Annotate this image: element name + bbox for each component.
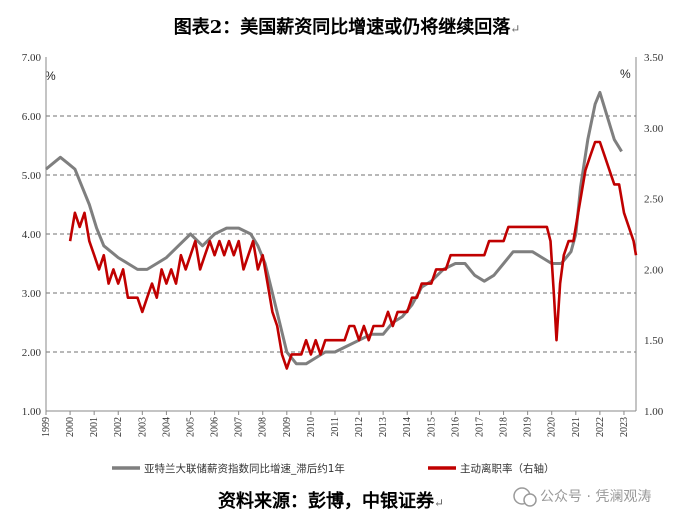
gridlines bbox=[46, 115, 636, 353]
x-tick-label: 2013 bbox=[378, 417, 389, 437]
x-tick-label: 2022 bbox=[595, 417, 606, 437]
x-tick-label: 2001 bbox=[89, 417, 100, 437]
x-tick-label: 2008 bbox=[258, 417, 269, 437]
source-note: 资料来源：彭博，中银证券↵ bbox=[218, 490, 444, 512]
x-tick-label: 2010 bbox=[306, 417, 317, 437]
x-tick-label: 2016 bbox=[450, 417, 461, 437]
x-tick-label: 2007 bbox=[234, 417, 245, 437]
left-tick-label: 5.00 bbox=[22, 170, 42, 182]
left-axis-ticks: 1.00 2.00 3.00 4.00 5.00 6.00 7.00 bbox=[22, 52, 42, 418]
x-tick-label: 2011 bbox=[330, 417, 341, 437]
x-tick-label: 2000 bbox=[65, 417, 76, 437]
left-tick-label: 3.00 bbox=[22, 288, 42, 300]
x-tick-label: 2019 bbox=[523, 417, 534, 437]
right-tick-label: 3.00 bbox=[644, 123, 664, 135]
right-tick-label: 1.00 bbox=[644, 406, 664, 418]
legend-label-quit-rate: 主动离职率（右轴） bbox=[460, 462, 555, 475]
right-tick-label: 2.50 bbox=[644, 194, 664, 206]
x-tick-label: 2018 bbox=[499, 417, 510, 437]
right-axis-unit: % bbox=[620, 67, 631, 81]
x-tick-label: 1999 bbox=[41, 417, 52, 437]
legend: 亚特兰大联储薪资指数同比增速_滞后约1年 主动离职率（右轴） bbox=[112, 462, 555, 475]
left-tick-label: 2.00 bbox=[22, 347, 42, 359]
x-tick-label: 2017 bbox=[474, 417, 485, 437]
series-line-quit-rate bbox=[68, 140, 638, 370]
right-tick-label: 3.50 bbox=[644, 52, 664, 64]
watermark-text: 公众号 · 凭澜观涛 bbox=[540, 489, 651, 505]
left-tick-label: 6.00 bbox=[22, 111, 42, 123]
right-tick-label: 2.00 bbox=[644, 264, 664, 276]
x-tick-label: 2012 bbox=[354, 417, 365, 437]
x-tick-label: 2020 bbox=[547, 417, 558, 437]
right-tick-label: 1.50 bbox=[644, 335, 664, 347]
left-tick-label: 7.00 bbox=[22, 52, 42, 64]
x-tick-label: 2014 bbox=[402, 417, 413, 437]
x-tick-label: 2021 bbox=[571, 417, 582, 437]
x-tick-label: 2006 bbox=[210, 417, 221, 437]
x-tick-label: 2004 bbox=[161, 417, 172, 437]
x-tick-label: 2005 bbox=[185, 417, 196, 437]
series-line-wage-growth bbox=[45, 90, 623, 366]
x-axis-ticks: 1999 2000 2001 2002 2003 2004 2005 2006 2007 2008… bbox=[41, 411, 630, 437]
left-tick-label: 4.00 bbox=[22, 229, 42, 241]
chart-title: 图表2：美国薪资同比增速或仍将继续回落↵ bbox=[174, 16, 521, 38]
x-tick-label: 2023 bbox=[619, 417, 630, 437]
left-axis-unit: % bbox=[45, 69, 56, 83]
x-tick-label: 2002 bbox=[113, 417, 124, 437]
x-tick-label: 2003 bbox=[137, 417, 148, 437]
watermark: 公众号 · 凭澜观涛 bbox=[513, 487, 651, 507]
legend-label-wage-growth: 亚特兰大联储薪资指数同比增速_滞后约1年 bbox=[144, 462, 345, 475]
x-tick-label: 2009 bbox=[282, 417, 293, 437]
right-axis-ticks: 1.00 1.50 2.00 2.50 3.00 3.50 bbox=[644, 52, 664, 418]
x-tick-label: 2015 bbox=[426, 417, 437, 437]
wechat-icon-bubble bbox=[523, 493, 537, 507]
left-tick-label: 1.00 bbox=[22, 406, 42, 418]
